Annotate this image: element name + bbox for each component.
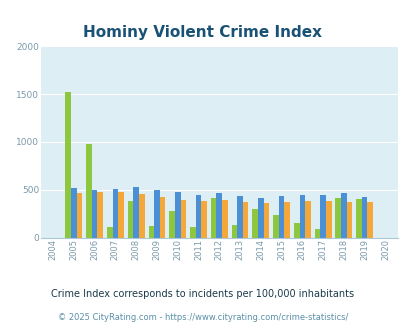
Bar (128, 201, 133, 238)
Bar (154, 190, 159, 238)
Bar (169, 211, 175, 238)
Bar (242, 202, 248, 238)
Bar (293, 223, 299, 238)
Bar (190, 227, 195, 238)
Bar (237, 196, 242, 238)
Bar (118, 192, 124, 238)
Bar (305, 201, 310, 238)
Bar (180, 200, 185, 238)
Bar (278, 196, 284, 238)
Bar (335, 198, 340, 238)
Bar (71, 188, 77, 238)
Bar (346, 202, 352, 238)
Bar (210, 198, 216, 238)
Bar (86, 144, 92, 238)
Bar (273, 215, 278, 238)
Text: Hominy Violent Crime Index: Hominy Violent Crime Index (83, 25, 322, 41)
Bar (252, 209, 257, 238)
Bar (112, 189, 118, 238)
Bar (201, 201, 207, 238)
Bar (361, 197, 367, 238)
Bar (148, 226, 154, 238)
Bar (367, 202, 372, 238)
Bar (159, 197, 165, 238)
Bar (77, 193, 82, 238)
Bar (65, 92, 71, 238)
Bar (340, 193, 346, 238)
Bar (299, 194, 305, 238)
Bar (139, 194, 144, 238)
Bar (133, 187, 139, 238)
Bar (320, 195, 325, 238)
Bar (216, 193, 222, 238)
Bar (222, 200, 227, 238)
Bar (355, 199, 361, 238)
Bar (97, 192, 103, 238)
Bar (314, 229, 320, 238)
Bar (257, 198, 263, 238)
Text: Crime Index corresponds to incidents per 100,000 inhabitants: Crime Index corresponds to incidents per… (51, 289, 354, 299)
Text: © 2025 CityRating.com - https://www.cityrating.com/crime-statistics/: © 2025 CityRating.com - https://www.city… (58, 313, 347, 322)
Bar (263, 203, 269, 238)
Bar (284, 202, 289, 238)
Bar (231, 225, 237, 238)
Bar (195, 194, 201, 238)
Bar (175, 192, 180, 238)
Bar (92, 190, 97, 238)
Bar (107, 227, 112, 238)
Bar (325, 201, 331, 238)
